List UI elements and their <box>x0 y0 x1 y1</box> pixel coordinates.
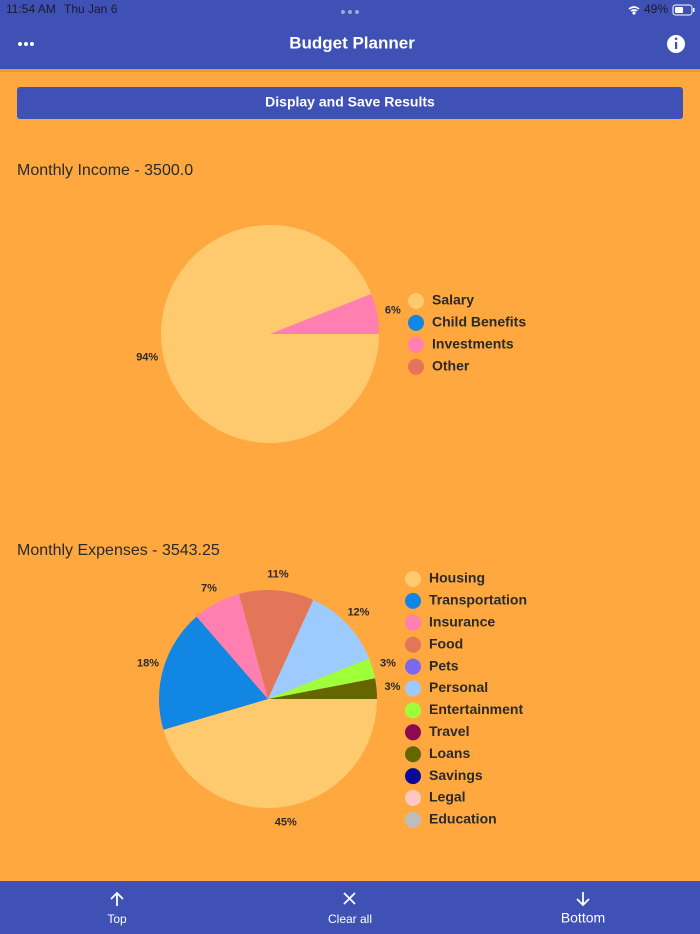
legend-marker <box>408 293 424 309</box>
pie-slice <box>270 293 379 334</box>
bottom-button[interactable]: Bottom <box>561 892 605 926</box>
legend-label: Loans <box>429 745 470 761</box>
legend-label: Other <box>432 357 470 373</box>
legend-label: Personal <box>429 679 488 695</box>
app-bar-shadow <box>0 69 700 72</box>
legend-marker <box>405 680 421 697</box>
legend-label: Savings <box>429 767 483 783</box>
legend-marker <box>405 811 421 828</box>
pie-slice <box>268 678 377 699</box>
slice-label: 7% <box>201 583 217 595</box>
pie-slice <box>158 616 268 730</box>
legend-label: Education <box>429 811 497 827</box>
slice-label: 6% <box>385 304 401 316</box>
slice-label: 11% <box>267 568 289 580</box>
slice-label: 12% <box>347 607 369 619</box>
clear-all-button[interactable]: Clear all <box>328 892 372 926</box>
multitask-dots <box>341 10 359 14</box>
legend-marker <box>408 358 424 375</box>
info-button[interactable] <box>667 35 685 53</box>
pie-slice <box>160 224 379 443</box>
wifi-icon <box>628 6 640 15</box>
chart-title: Monthly Income - 3500.0 <box>17 162 193 179</box>
bottom-toolbar <box>0 881 700 934</box>
nav-title: Budget Planner <box>289 33 415 52</box>
legend-marker <box>405 790 421 806</box>
top-label[interactable]: Top <box>107 912 127 926</box>
legend-marker <box>405 658 421 675</box>
chart-title: Monthly Expenses - 3543.25 <box>17 542 220 559</box>
legend-label: Investments <box>432 336 514 352</box>
legend-marker <box>405 702 421 719</box>
bottom-label[interactable]: Bottom <box>561 910 605 926</box>
legend-label: Legal <box>429 789 466 805</box>
slice-label: 18% <box>137 658 159 670</box>
legend-label: Salary <box>432 292 474 308</box>
legend-label: Pets <box>429 657 459 673</box>
legend-label: Insurance <box>429 614 495 630</box>
legend-marker <box>405 614 421 631</box>
legend-label: Entertainment <box>429 701 523 717</box>
slice-label: 94% <box>136 351 158 363</box>
legend-label: Travel <box>429 723 469 739</box>
legend-label: Transportation <box>429 592 527 608</box>
legend-label: Food <box>429 635 463 651</box>
legend-marker <box>408 314 424 331</box>
legend-marker <box>405 768 421 785</box>
clear-all-label[interactable]: Clear all <box>328 912 372 926</box>
legend-label: Child Benefits <box>432 314 526 330</box>
slice-label: 45% <box>275 817 297 829</box>
pie-slice <box>268 599 370 699</box>
legend-label: Housing <box>429 570 485 586</box>
status-time: 11:54 AM <box>6 2 56 16</box>
slice-label: 3% <box>380 658 396 670</box>
legend-marker <box>405 724 421 741</box>
legend-marker <box>408 336 424 353</box>
pie-slice <box>238 590 314 699</box>
top-button[interactable]: Top <box>107 891 127 926</box>
battery-percent: 49% <box>644 2 668 16</box>
pie-slice <box>163 699 377 808</box>
legend-marker <box>405 636 421 653</box>
display-save-button-label[interactable]: Display and Save Results <box>265 94 435 110</box>
battery-icon <box>672 4 695 16</box>
menu-button[interactable] <box>18 42 34 46</box>
status-date: Thu Jan 6 <box>64 2 118 16</box>
display-save-button[interactable] <box>17 87 683 119</box>
legend-marker <box>405 746 421 763</box>
pie-slice <box>196 593 268 699</box>
pie-slice <box>268 658 376 699</box>
slice-label: 3% <box>384 681 400 693</box>
charts: 94% 6% Salary Child Benefits Investments Othe… <box>136 224 527 829</box>
legend-marker <box>405 592 421 609</box>
legend-marker <box>405 571 421 587</box>
